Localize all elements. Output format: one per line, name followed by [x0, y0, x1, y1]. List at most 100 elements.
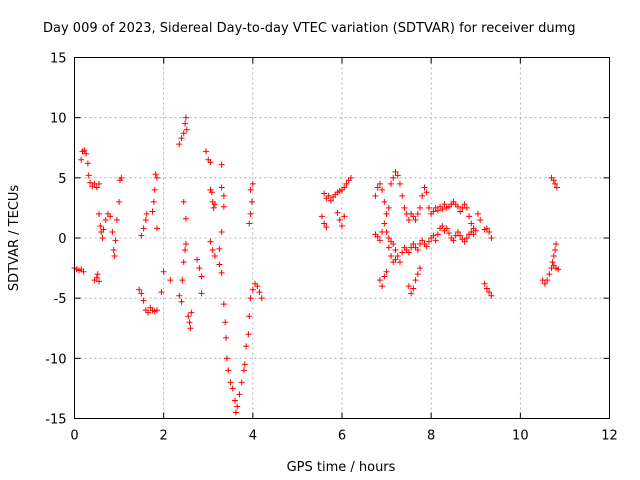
data-point	[546, 271, 553, 278]
data-point	[450, 237, 457, 244]
data-point	[472, 227, 479, 234]
data-point	[256, 289, 263, 296]
data-point	[385, 244, 392, 251]
data-point	[138, 290, 145, 297]
data-point	[220, 192, 227, 199]
data-marks	[71, 114, 562, 416]
data-point	[211, 253, 218, 260]
data-point	[430, 232, 437, 239]
plot-frame	[74, 57, 610, 419]
data-point	[379, 186, 386, 193]
x-tick-label: 4	[249, 429, 257, 444]
data-point	[394, 253, 401, 260]
data-point	[97, 222, 104, 229]
y-tick-label: 15	[50, 52, 67, 67]
data-point	[325, 192, 332, 199]
data-point	[203, 148, 210, 155]
data-point	[339, 222, 345, 229]
data-point	[111, 253, 118, 260]
data-point	[417, 265, 424, 272]
data-point	[216, 261, 223, 268]
data-point	[553, 184, 560, 191]
data-point	[254, 283, 261, 290]
data-point	[434, 207, 441, 214]
data-point	[408, 290, 415, 297]
data-point	[388, 180, 395, 187]
data-point	[93, 274, 100, 281]
data-point	[85, 172, 92, 179]
data-point	[550, 177, 557, 184]
data-point	[336, 216, 343, 223]
data-point	[110, 247, 117, 254]
data-point	[414, 247, 421, 254]
data-point	[234, 403, 241, 410]
data-point	[153, 225, 160, 232]
data-point	[425, 238, 432, 245]
data-point	[150, 198, 157, 205]
data-point	[236, 391, 243, 398]
data-point	[323, 224, 330, 231]
data-point	[145, 309, 152, 316]
data-point	[457, 232, 464, 239]
data-point	[96, 278, 103, 285]
data-point	[142, 216, 149, 223]
data-point	[454, 228, 461, 235]
data-point	[541, 280, 548, 287]
data-point	[182, 215, 189, 222]
data-point	[379, 283, 386, 290]
data-point	[218, 269, 225, 276]
data-point	[457, 208, 464, 215]
x-axis-label: GPS time / hours	[287, 460, 396, 475]
data-point	[178, 298, 185, 305]
data-point	[381, 198, 388, 205]
x-tick-label: 2	[160, 429, 168, 444]
data-point	[227, 379, 234, 386]
data-point	[374, 233, 381, 240]
data-point	[434, 231, 441, 238]
data-point	[102, 216, 109, 223]
x-tick-label: 8	[427, 429, 435, 444]
data-point	[136, 286, 143, 293]
data-point	[483, 285, 490, 292]
data-point	[140, 297, 147, 304]
data-point	[553, 241, 559, 248]
data-point	[392, 168, 399, 175]
data-point	[194, 256, 201, 263]
data-point	[372, 192, 379, 199]
data-point	[180, 198, 187, 205]
x-tick-label: 6	[338, 429, 346, 444]
data-point	[390, 241, 397, 248]
data-point	[446, 230, 452, 237]
data-point	[218, 184, 225, 191]
data-point	[94, 271, 101, 278]
data-point	[374, 184, 381, 191]
data-point	[544, 277, 551, 284]
data-point	[152, 171, 159, 178]
data-point	[552, 247, 559, 254]
data-point	[425, 204, 432, 211]
data-point	[183, 126, 190, 133]
data-point	[100, 226, 107, 233]
data-point	[392, 247, 399, 254]
data-point	[232, 397, 238, 404]
data-point	[246, 220, 253, 227]
data-point	[116, 198, 123, 205]
data-point	[249, 180, 256, 187]
data-point	[87, 179, 94, 186]
data-point	[383, 268, 390, 275]
data-point	[80, 268, 87, 275]
data-point	[412, 277, 419, 284]
data-point	[208, 189, 215, 196]
data-point	[410, 285, 417, 292]
data-point	[341, 213, 348, 220]
data-point	[243, 343, 250, 350]
data-point	[421, 184, 428, 191]
data-point	[486, 228, 493, 235]
data-point	[118, 174, 125, 181]
data-point	[405, 283, 412, 290]
data-point	[486, 289, 493, 296]
data-point	[138, 232, 145, 239]
data-point	[198, 290, 205, 297]
data-point	[383, 228, 390, 235]
data-point	[249, 286, 256, 293]
